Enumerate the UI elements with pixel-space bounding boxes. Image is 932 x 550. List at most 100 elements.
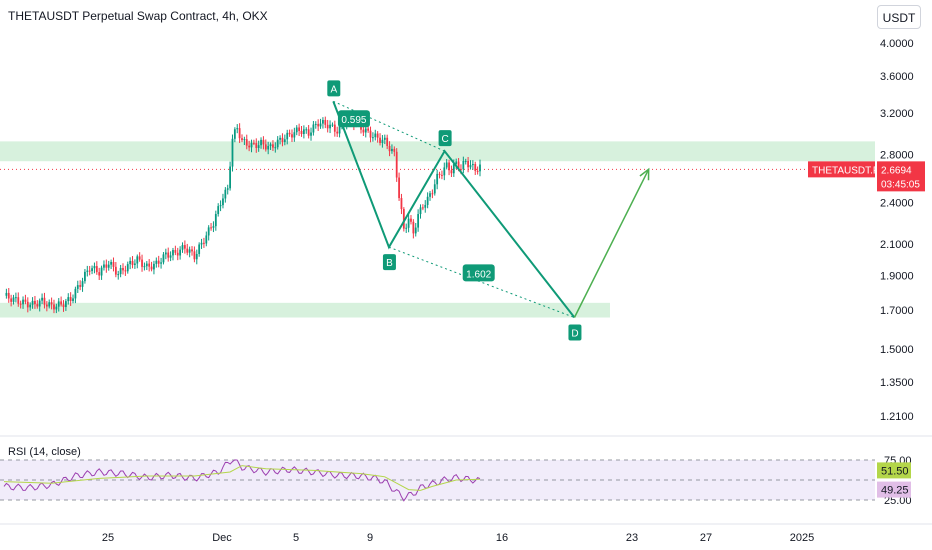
currency-button[interactable]: USDT [877,5,921,29]
candle-body [48,302,51,307]
rsi-indicator-label[interactable]: RSI (14, close) [8,446,81,458]
candle-body [319,123,322,127]
candle-body [31,300,34,305]
candle-body [129,260,132,265]
candle-body [414,227,417,234]
candle-body [150,266,153,270]
symbol-tag-text: THETAUSDT.P [812,165,880,176]
candle-body [231,138,234,167]
candle-body [22,299,24,305]
rsi-value: 49.25 [881,485,909,497]
candle-body [195,253,198,260]
pattern-point-label: A [330,84,337,95]
candle-body [36,304,39,307]
time-axis[interactable]: 25 Dec 5 9 16 23 27 2025 [0,523,932,544]
candle-body [281,137,284,143]
candle-body [41,297,43,301]
candle-body [476,170,479,172]
candle-body [157,260,160,264]
candle-body [305,129,308,131]
candle-body [112,261,115,267]
candle-body [186,248,189,253]
candle-body [124,270,127,272]
candle-body [98,272,101,276]
candle-body [141,259,143,267]
price-axis[interactable]: 4.0000 3.6000 3.2000 2.8000 2.4000 2.1000 1.90… [808,38,925,423]
candle-body [417,214,420,228]
candle-body [43,297,46,305]
candle-body [255,143,258,148]
candle-body [388,145,391,152]
candle-body [274,147,277,149]
candle-body [119,268,122,275]
candle-body [298,127,301,131]
candle-body [260,139,262,146]
pattern-point-badge [382,254,396,271]
support-resistance-zone [0,141,875,162]
candle-body [76,285,79,289]
fib-ratio-badge [337,110,370,128]
candle-body [100,267,103,276]
candle-body [469,165,472,168]
candle-body [283,139,286,143]
rsi-value-tag [877,481,911,498]
candle-body [431,193,434,195]
candle-body [286,132,289,140]
candle-body [243,139,246,141]
candle-body [300,130,303,135]
candle-body [362,129,365,133]
candle-body [464,160,467,162]
candle-body [314,123,317,125]
candle-body [462,161,465,170]
candle-body [441,174,443,176]
candle-body [181,245,184,250]
support-resistance-zone [0,302,610,318]
rsi-ma-value: 51.50 [881,465,909,477]
candle-body [443,167,446,176]
candle-body [26,301,29,308]
candle-body [364,128,367,133]
candle-body [67,297,70,302]
candle-body [226,188,229,190]
candle-body [212,226,215,228]
candle-body [203,242,205,244]
candle-body [331,124,334,126]
pattern-point-badge [438,130,452,147]
candle-body [450,170,453,174]
price-tick-label: 1.9000 [880,270,914,282]
candle-body [233,129,236,139]
price-tick-label: 3.2000 [880,108,914,120]
time-tick-label: 25 [102,532,114,544]
candle-body [57,301,60,307]
candle-body [455,161,458,165]
candle-body [293,132,296,138]
candle-body [155,260,158,264]
pattern-point-badge [568,324,582,341]
candle-body [257,145,260,148]
candle-body [407,218,410,228]
candle-body [145,263,148,267]
candle-body [395,151,398,178]
candle-body [219,205,222,207]
candle-body [117,274,120,276]
candle-body [412,221,415,234]
candle-body [288,132,291,135]
candle-body [474,164,477,171]
candle-body [372,137,374,139]
candle-body [229,166,231,189]
candle-body [134,263,136,265]
candle-body [279,137,281,140]
candle-body [374,133,377,138]
candle-body [424,204,427,208]
price-plot-area: A B C D 0.595 1.602 [0,80,875,341]
candle-body [276,139,279,148]
candle-body [405,227,408,229]
candle-body [95,266,98,273]
candle-body [7,292,10,299]
candle-body [17,297,20,304]
candle-body [410,218,412,222]
time-tick-label: 16 [496,532,508,544]
candle-body [310,132,312,136]
